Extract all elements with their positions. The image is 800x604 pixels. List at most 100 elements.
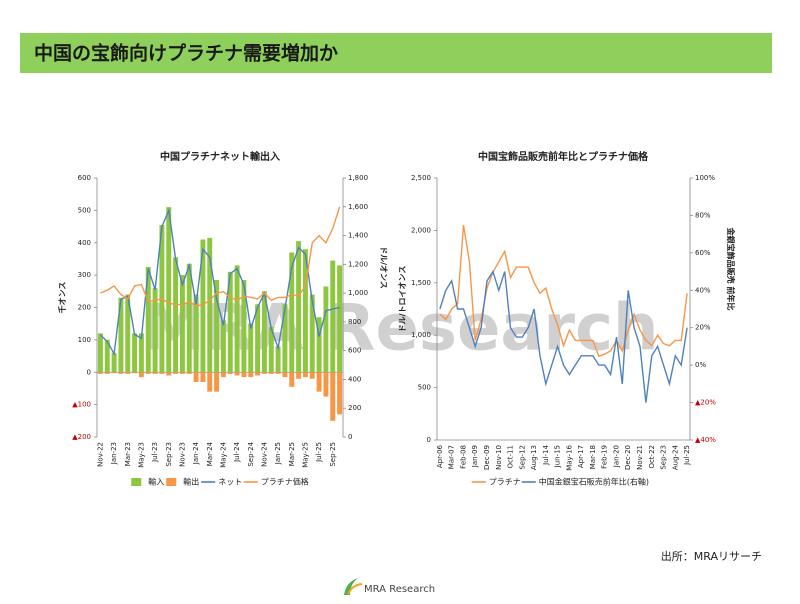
bar (227, 271, 233, 373)
y2-tick-label: 1,400 (348, 232, 368, 240)
y-tick-label: 2,500 (411, 174, 431, 182)
bar (104, 372, 110, 374)
bar (296, 241, 302, 373)
x-tick-label: Feb-19 (601, 445, 609, 469)
x-tick-label: Mar-07 (448, 445, 456, 469)
bar (282, 372, 288, 378)
legend-label: 輸出 (183, 477, 199, 487)
x-tick-label: Oct-22 (648, 445, 656, 469)
x-tick-label: Jan-25 (274, 442, 282, 465)
x-tick-label: Mar-25 (288, 442, 296, 466)
x-tick-label: Mar-18 (589, 445, 597, 469)
x-tick-label: Mar-23 (124, 442, 132, 466)
bar (323, 372, 329, 397)
x-tick-label: Aug-13 (530, 445, 538, 470)
bar (125, 372, 131, 374)
bar (138, 372, 144, 378)
bar (152, 288, 158, 373)
line (439, 269, 688, 403)
x-tick-label: Jul-25 (315, 442, 323, 463)
bar (316, 372, 322, 392)
bar (330, 260, 336, 373)
line (100, 206, 341, 307)
x-tick-label: May-24 (219, 441, 227, 467)
bar (289, 252, 295, 373)
y-tick-label: 0 (427, 436, 431, 444)
legend-swatch (131, 478, 142, 486)
y2-tick-label: 0% (695, 361, 706, 369)
x-tick-label: Nov-10 (495, 445, 503, 470)
y2-tick-label: 0 (348, 433, 352, 441)
legend-label: 中国金銀宝石販売前年比(右軸) (539, 477, 649, 487)
y2-tick-label: 800 (348, 318, 361, 326)
slide-title: 中国の宝飾向けプラチナ需要増加か (34, 42, 338, 65)
x-tick-label: Dec-09 (483, 445, 491, 470)
y-tick-label: 500 (78, 206, 91, 214)
x-tick-label: Sep-12 (518, 445, 526, 470)
bar (302, 249, 308, 373)
x-tick-label: May-16 (565, 444, 573, 470)
bar (97, 333, 103, 373)
legend-swatch (166, 478, 177, 486)
y2-tick-label: 20% (695, 324, 711, 332)
x-tick-label: Mar-24 (206, 441, 214, 466)
x-tick-label: Jul-25 (683, 445, 691, 466)
bar (152, 372, 158, 374)
x-tick-label: Sep-24 (247, 441, 255, 466)
y-tick-label: 1,500 (411, 279, 431, 287)
bar (200, 239, 206, 373)
bar (337, 372, 343, 415)
bar (104, 339, 110, 373)
y2-tick-label: 1,800 (348, 174, 368, 182)
bar (261, 291, 267, 373)
bar (309, 372, 315, 379)
y-axis-label: ドル/トロイオンス (398, 266, 407, 333)
x-tick-label: Sep-25 (329, 442, 337, 467)
bar (138, 333, 144, 373)
bar (220, 320, 226, 373)
bar (302, 372, 308, 378)
x-tick-label: Jan-24 (192, 441, 200, 465)
bar (132, 333, 138, 373)
bar (97, 372, 103, 374)
x-tick-label: Feb-08 (459, 445, 467, 469)
y-tick-label: 400 (78, 239, 91, 247)
legend-label: プラチナ (489, 478, 521, 487)
bar (118, 297, 124, 373)
bar (173, 257, 179, 373)
bar (268, 326, 274, 373)
x-tick-label: Dec-20 (624, 445, 632, 470)
y2-tick-label: ▲40% (695, 436, 716, 444)
bar (296, 372, 302, 379)
bar (132, 372, 138, 374)
bar (111, 352, 117, 373)
y-tick-label: 100 (78, 336, 91, 344)
bar (193, 372, 199, 382)
y2-tick-label: ▲20% (695, 399, 716, 407)
bar (166, 207, 172, 373)
bar (234, 265, 240, 373)
legend-label: ネット (218, 478, 242, 487)
y2-axis-label: ドル/オンス (379, 246, 388, 289)
bar (268, 372, 274, 374)
bar (241, 279, 247, 373)
logo-icon (344, 578, 363, 595)
legend-label: 輸入 (148, 477, 164, 487)
y-tick-label: 500 (418, 384, 431, 392)
legend-label: プラチナ価格 (261, 477, 309, 487)
bar (337, 265, 343, 373)
y2-axis-label: 金銀宝飾品販売 前年比 (726, 227, 736, 311)
x-tick-label: Jan-09 (471, 445, 479, 468)
y-tick-label: ▲100 (72, 401, 91, 409)
y2-tick-label: 1,000 (348, 289, 368, 297)
x-tick-label: Apr-17 (577, 445, 585, 468)
x-tick-label: Nov-23 (178, 442, 186, 467)
line (99, 207, 340, 357)
bar (186, 263, 192, 373)
line (439, 225, 688, 358)
y-axis-label: 千オンス (57, 282, 67, 314)
x-tick-label: May-25 (301, 442, 309, 468)
y-tick-label: 2,000 (411, 226, 431, 234)
x-tick-label: Apr-06 (436, 444, 444, 468)
